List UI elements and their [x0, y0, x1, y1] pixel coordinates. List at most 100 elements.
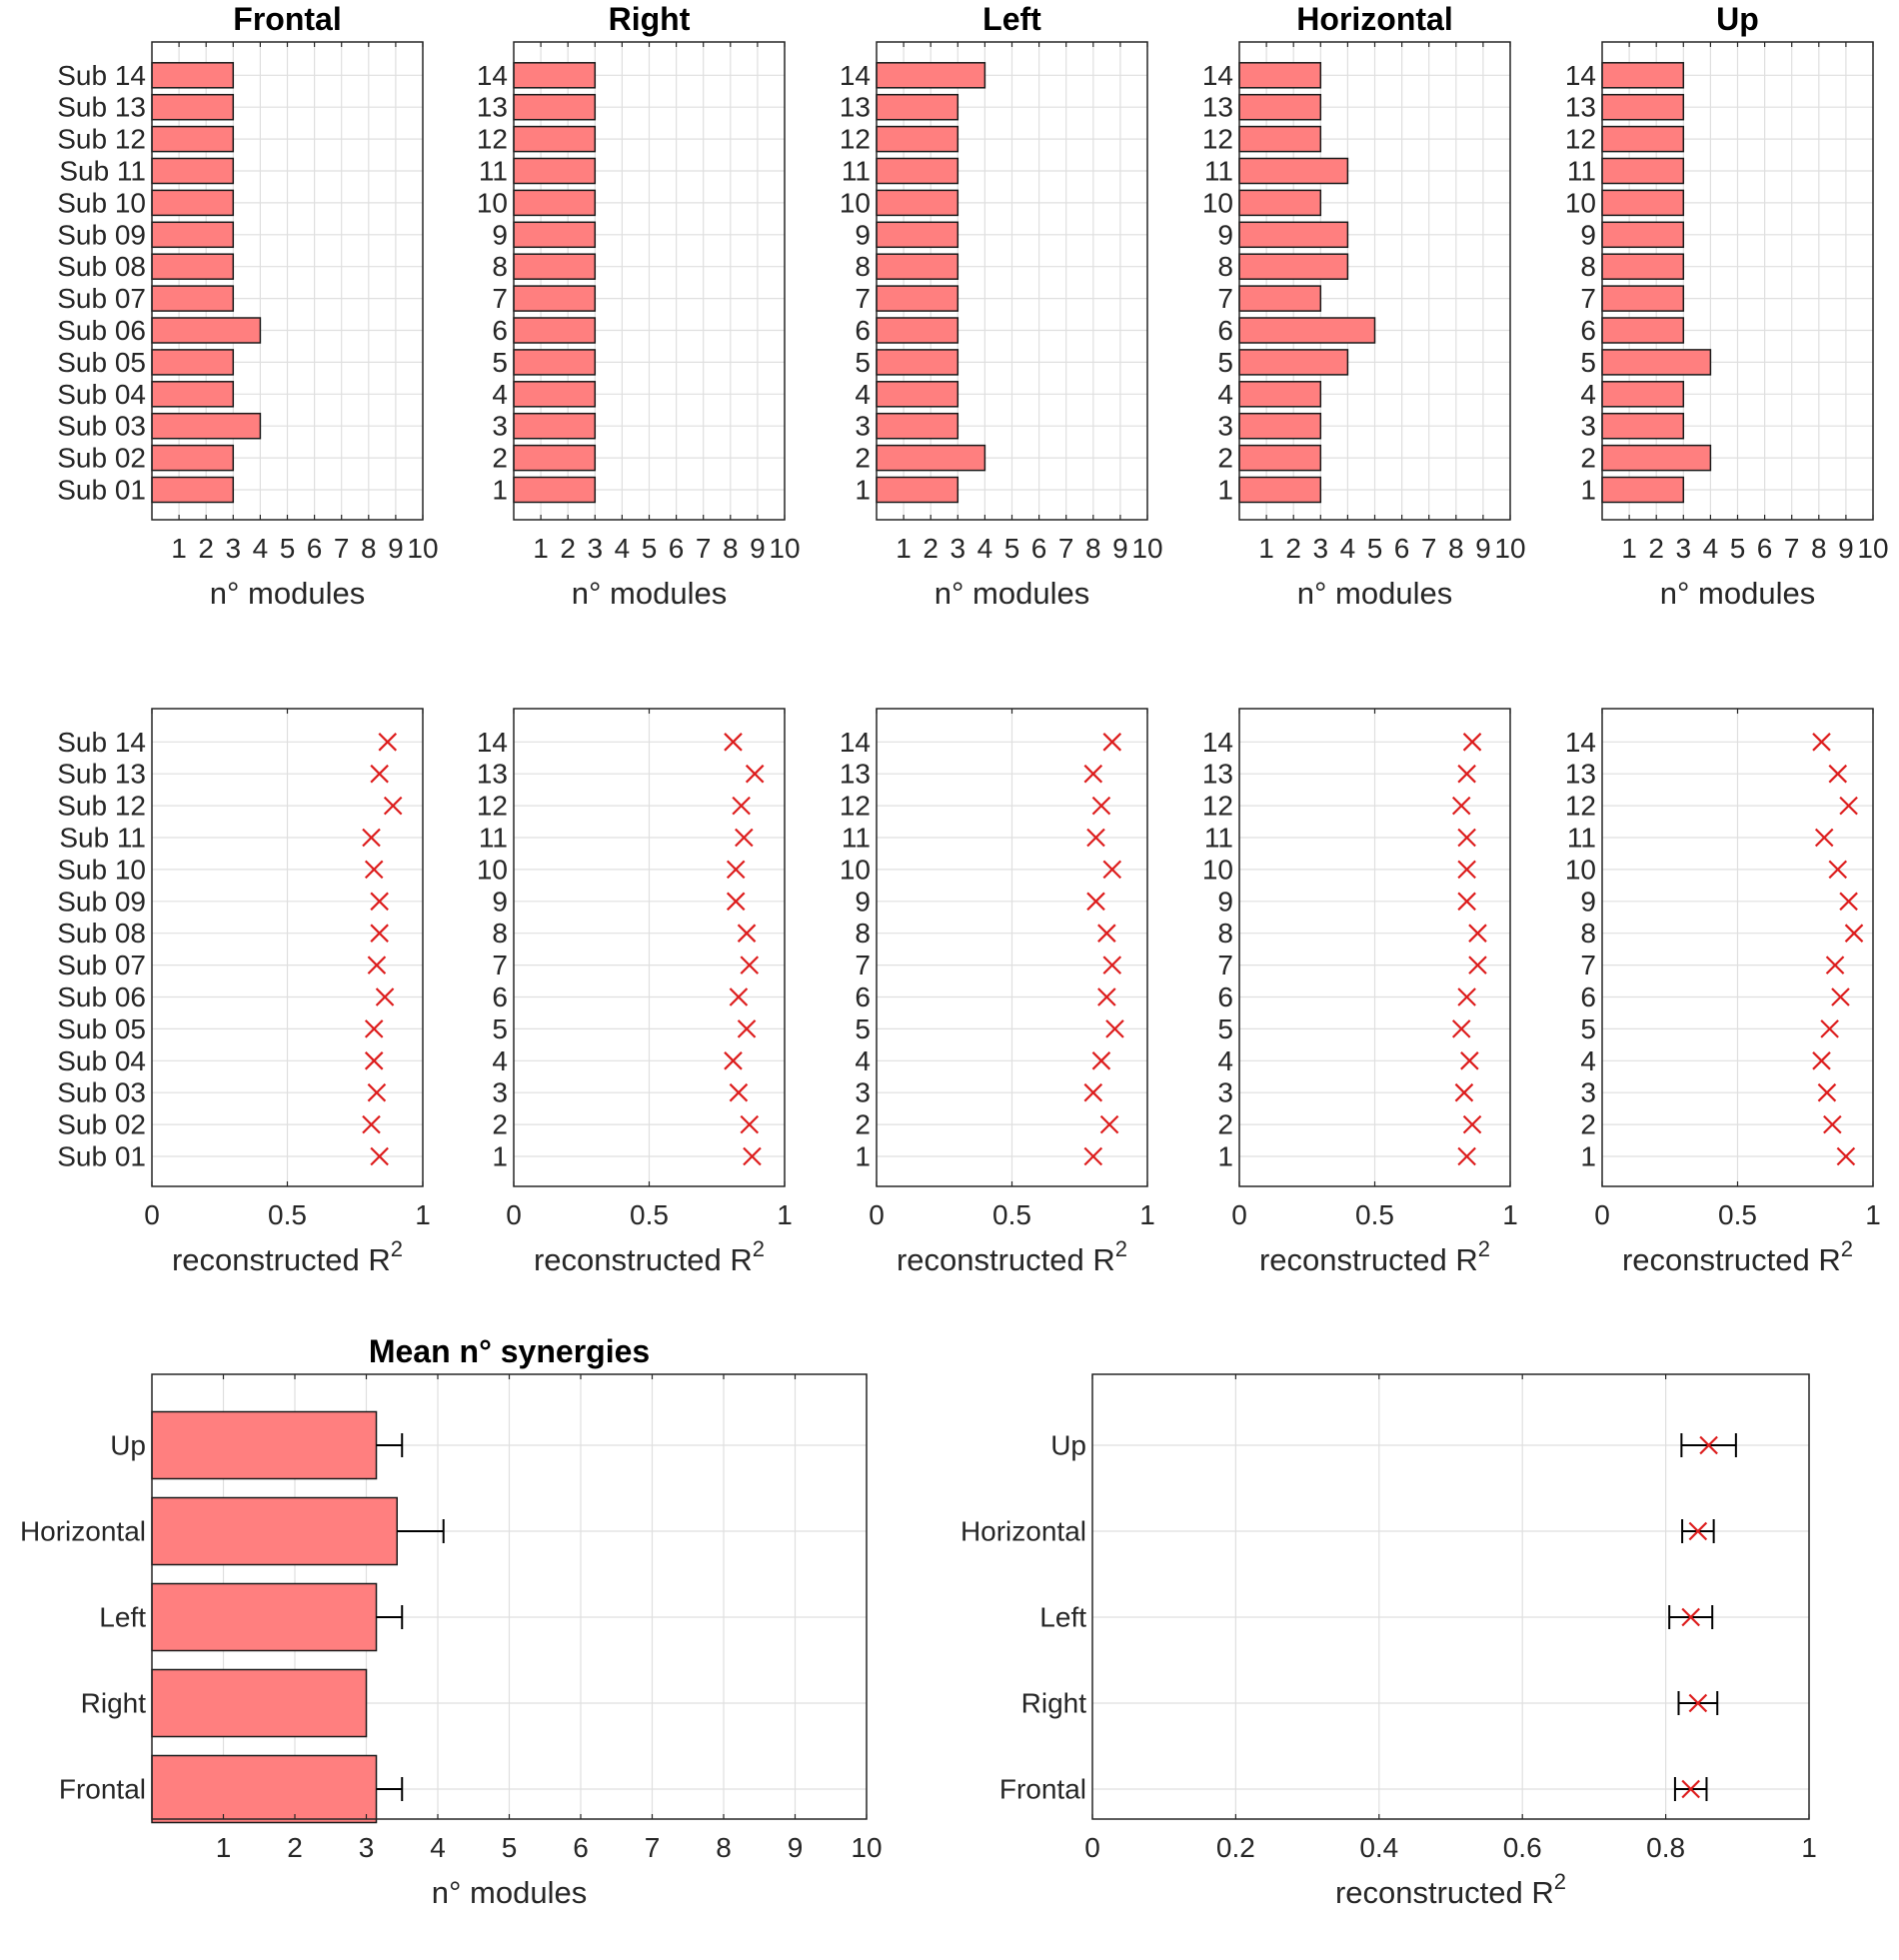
x-marker-stroke [1817, 1082, 1837, 1102]
x-axis-label-text: reconstructed R [897, 1242, 1115, 1277]
y-tick-label: Frontal [59, 1774, 146, 1805]
bar-left-modules-6 [876, 285, 959, 312]
y-tick-label: Sub 12 [57, 124, 146, 155]
point-horizontal-r2-6 [1468, 956, 1487, 975]
point-right-r2-13 [724, 733, 743, 752]
x-axis-label-text: reconstructed R [1622, 1242, 1841, 1277]
bar-horizontal-modules-4 [1238, 349, 1349, 376]
x-tick-label: 7 [1058, 533, 1074, 564]
y-tick-label: 7 [1217, 283, 1233, 314]
x-tick-label: 6 [307, 533, 323, 564]
y-tick-label: 3 [492, 1077, 508, 1108]
y-tick-label: 12 [1565, 791, 1596, 822]
bar-up-modules-10 [1601, 157, 1685, 185]
x-axis-label: reconstructed R2 [172, 1236, 403, 1277]
x-axis-label-text: n° modules [432, 1875, 587, 1910]
x-tick-label: 0 [144, 1199, 160, 1230]
y-tick-label: 5 [1580, 347, 1596, 378]
point-horizontal-r2-11 [1451, 796, 1471, 816]
x-tick-label: 10 [1131, 533, 1162, 564]
bar-right-modules-9 [513, 189, 597, 217]
x-tick-label: 2 [923, 533, 939, 564]
x-tick-label: 6 [669, 533, 685, 564]
x-marker-stroke [1083, 1146, 1103, 1166]
x-tick-label: 4 [615, 533, 631, 564]
y-tick-label: 10 [1202, 854, 1233, 885]
bar-left-modules-3 [876, 381, 959, 408]
x-marker-stroke [1812, 1051, 1831, 1070]
x-tick-label: 2 [1648, 533, 1664, 564]
y-tick-label: Sub 02 [57, 1109, 146, 1140]
point-left-r2-9 [1102, 860, 1122, 880]
y-tick-label: Horizontal [20, 1516, 146, 1547]
x-marker-stroke [1812, 733, 1831, 752]
x-tick-label: 7 [1421, 533, 1437, 564]
point-up-r2-9 [1828, 860, 1848, 880]
point-up-r2-7 [1844, 924, 1864, 943]
y-tick-label: 14 [840, 60, 871, 91]
x-axis-label-superscript: 2 [391, 1236, 403, 1261]
bar-mean-synergies-1 [151, 1668, 368, 1738]
point-mean-r2-0 [1681, 1779, 1700, 1799]
point-left-r2-0 [1083, 1146, 1103, 1166]
point-left-r2-7 [1097, 924, 1116, 943]
bar-right-modules-6 [513, 285, 597, 312]
bar-right-modules-7 [513, 253, 597, 280]
point-horizontal-r2-1 [1462, 1114, 1482, 1134]
x-marker-stroke [729, 1082, 749, 1102]
point-up-r2-2 [1817, 1082, 1837, 1102]
point-right-r2-3 [724, 1051, 743, 1070]
x-marker-stroke [1468, 924, 1487, 943]
bar-frontal-modules-11 [151, 125, 235, 153]
y-tick-label: 13 [1565, 759, 1596, 790]
x-tick-label: 9 [788, 1832, 804, 1863]
x-tick-label: 2 [198, 533, 214, 564]
bar-frontal-modules-0 [151, 476, 235, 504]
x-axis-label-superscript: 2 [753, 1236, 765, 1261]
bar-frontal-modules-9 [151, 189, 235, 217]
y-tick-label: 4 [492, 379, 508, 410]
x-marker-stroke [1457, 764, 1476, 784]
y-tick-label: 2 [855, 443, 871, 474]
x-marker-stroke [1825, 956, 1845, 975]
y-tick-label: Left [99, 1602, 146, 1633]
x-tick-label: 0.5 [1355, 1199, 1394, 1230]
x-marker-stroke [1462, 1114, 1482, 1134]
x-axis-label: reconstructed R2 [534, 1236, 765, 1277]
bar-mean-synergies-4 [151, 1410, 378, 1480]
bar-left-modules-0 [876, 476, 959, 504]
bar-horizontal-modules-11 [1238, 125, 1322, 153]
x-tick-label: 1 [1258, 533, 1274, 564]
y-tick-label: 12 [1202, 791, 1233, 822]
x-marker-stroke [1091, 1051, 1111, 1070]
point-up-r2-1 [1823, 1114, 1842, 1134]
bar-right-modules-13 [513, 62, 597, 89]
x-tick-label: 4 [253, 533, 269, 564]
y-tick-label: Sub 12 [57, 791, 146, 822]
x-tick-label: 1 [1621, 533, 1637, 564]
y-tick-label: 3 [492, 411, 508, 442]
point-right-r2-0 [743, 1146, 762, 1166]
x-tick-label: 4 [977, 533, 993, 564]
x-axis-label-superscript: 2 [1554, 1869, 1566, 1894]
point-left-r2-4 [1105, 1019, 1124, 1038]
x-marker-stroke [1457, 892, 1476, 912]
x-tick-label: 6 [1757, 533, 1773, 564]
bar-right-modules-2 [513, 412, 597, 440]
y-tick-label: 6 [1580, 981, 1596, 1012]
point-left-r2-5 [1097, 987, 1116, 1006]
x-tick-label: 0.5 [268, 1199, 307, 1230]
bar-up-modules-0 [1601, 476, 1685, 504]
point-left-r2-6 [1102, 956, 1122, 975]
y-tick-label: 11 [1567, 156, 1596, 187]
x-marker-stroke [375, 987, 395, 1006]
point-horizontal-r2-13 [1462, 733, 1482, 752]
point-right-r2-8 [726, 892, 746, 912]
bar-left-modules-1 [876, 444, 986, 472]
y-tick-label: 5 [492, 347, 508, 378]
panel-title: Up [1716, 1, 1759, 37]
y-tick-label: Sub 02 [57, 443, 146, 474]
point-right-r2-2 [729, 1082, 749, 1102]
y-tick-label: 9 [1580, 219, 1596, 250]
